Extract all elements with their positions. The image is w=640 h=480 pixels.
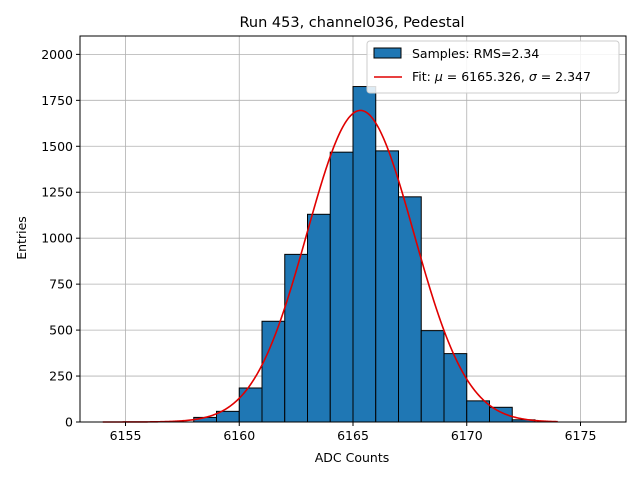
legend-swatch-samples	[373, 47, 402, 59]
x-axis-label: ADC Counts	[315, 450, 390, 465]
histogram-bar	[375, 150, 399, 423]
y-tick-label: 2000	[41, 47, 73, 62]
y-tick-label: 1500	[41, 139, 73, 154]
y-tick-label: 1750	[41, 93, 73, 108]
x-tick-label: 6175	[565, 428, 597, 443]
histogram-bar	[261, 320, 286, 423]
histogram-bar	[398, 196, 422, 423]
y-tick-label: 1000	[41, 231, 73, 246]
y-tick-label: 250	[49, 369, 73, 384]
y-axis-ticks: 0 250 500 750 1000 1250 1500 1750 2000	[41, 47, 80, 430]
x-tick-label: 6155	[110, 428, 142, 443]
y-tick-label: 1250	[41, 185, 73, 200]
legend-box	[366, 40, 620, 94]
histogram-bar	[420, 330, 445, 423]
histogram-bars	[193, 86, 536, 423]
histogram-bar	[284, 253, 308, 423]
y-tick-label: 0	[65, 415, 73, 430]
x-tick-label: 6170	[451, 428, 483, 443]
y-tick-label: 750	[49, 277, 73, 292]
histogram-bar	[329, 151, 354, 423]
legend-label-samples: Samples: RMS=2.34	[412, 46, 539, 61]
legend-label-fit: Fit: μ = 6165.326, σ = 2.347	[412, 69, 591, 84]
x-tick-label: 6165	[337, 428, 369, 443]
y-axis-label: Entries	[14, 216, 29, 260]
x-tick-label: 6160	[223, 428, 255, 443]
y-tick-label: 500	[49, 323, 73, 338]
x-axis-ticks: 6155 6160 6165 6170 6175	[110, 422, 597, 443]
fit-curve	[102, 109, 558, 423]
histogram-bar	[307, 213, 331, 423]
histogram-bar	[352, 86, 377, 423]
histogram-bar	[443, 353, 468, 423]
legend: Samples: RMS=2.34 Fit: μ = 6165.326, σ =…	[366, 40, 620, 94]
histogram-bar	[466, 400, 490, 423]
histogram-bar	[238, 387, 263, 423]
chart-title: Run 453, channel036, Pedestal	[239, 15, 464, 31]
